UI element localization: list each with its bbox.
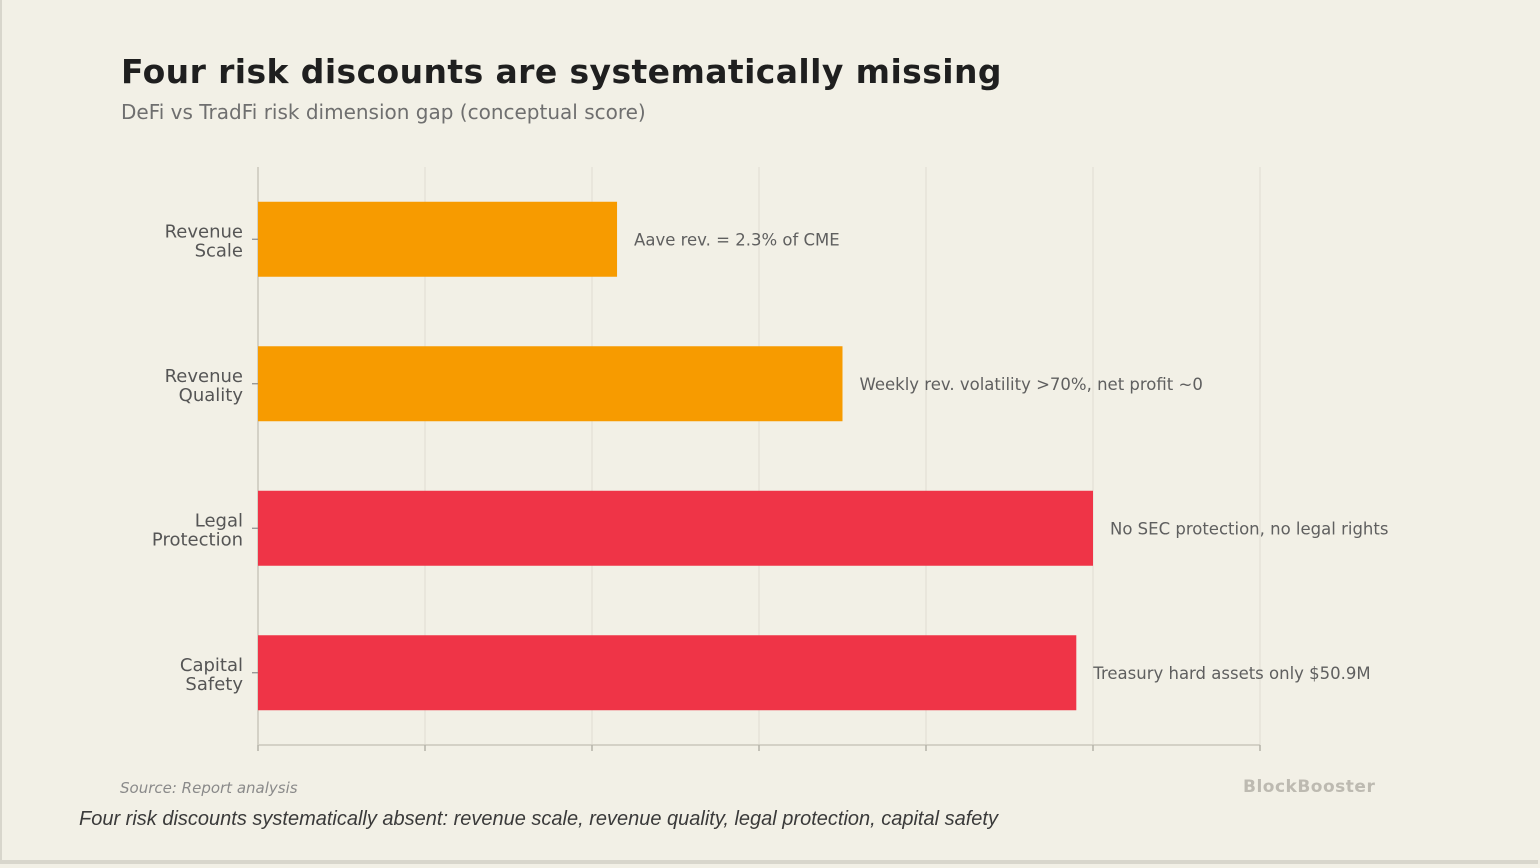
bar-annotation: Treasury hard assets only $50.9M <box>1092 664 1370 683</box>
category-label: Legal Protection <box>152 510 243 550</box>
chart-title: Four risk discounts are systematically m… <box>121 52 1002 91</box>
bar <box>258 635 1077 711</box>
chart-subtitle: DeFi vs TradFi risk dimension gap (conce… <box>121 100 646 124</box>
bar-annotation: Aave rev. = 2.3% of CME <box>634 230 840 249</box>
category-label: Capital Safety <box>180 655 243 695</box>
figure-caption: Four risk discounts systematically absen… <box>79 808 998 830</box>
source-note: Source: Report analysis <box>120 779 298 797</box>
bar <box>258 490 1093 566</box>
brand-watermark: BlockBooster <box>1243 777 1376 797</box>
bar-annotation: No SEC protection, no legal rights <box>1110 519 1388 538</box>
category-label: Revenue Quality <box>165 366 244 406</box>
bar <box>258 201 618 277</box>
bar-annotation: Weekly rev. volatility >70%, net profit … <box>860 375 1203 394</box>
category-label: Revenue Scale <box>165 221 243 261</box>
bar <box>258 346 843 422</box>
